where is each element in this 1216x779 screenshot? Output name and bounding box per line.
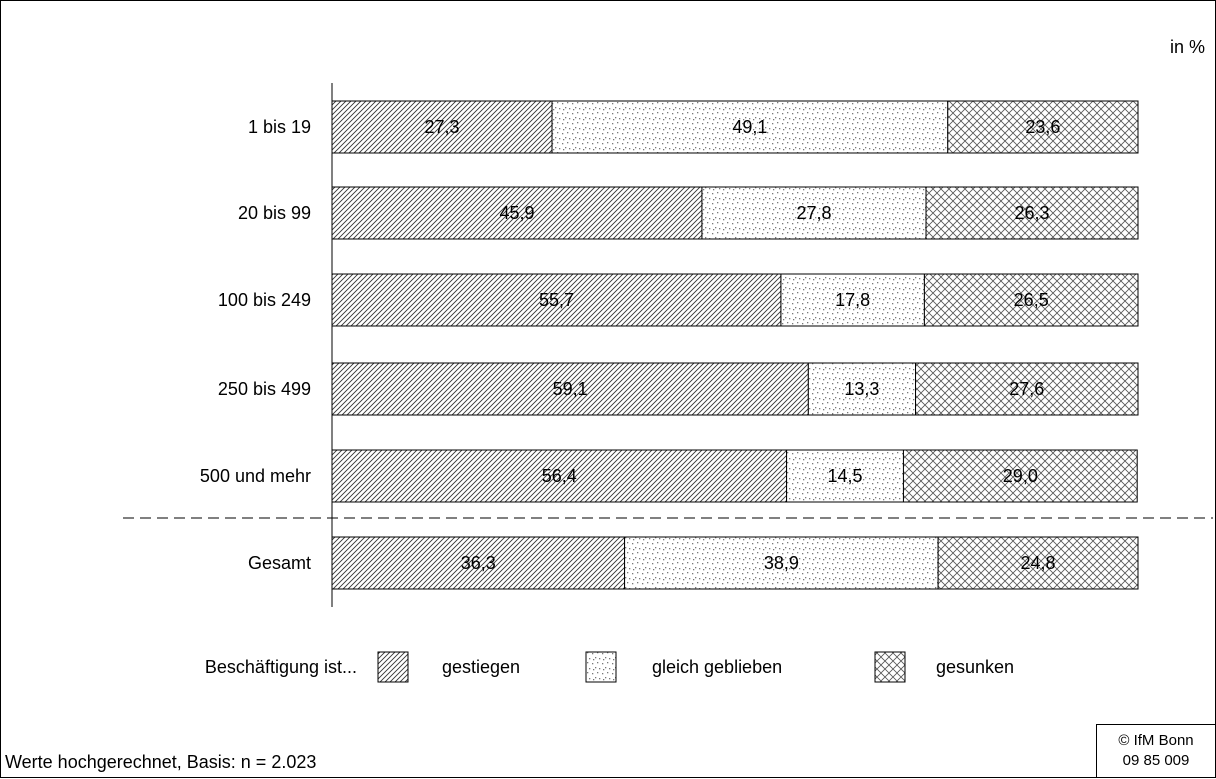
data-label: 29,0	[1003, 466, 1038, 486]
category-label: 20 bis 99	[238, 203, 311, 223]
legend-swatch-gesunken	[874, 651, 906, 683]
bar-segment-gesunken	[915, 362, 1139, 416]
category-label: 500 und mehr	[200, 466, 311, 486]
bar-segment-gesunken	[937, 536, 1139, 590]
data-label: 27,8	[796, 203, 831, 223]
copyright-line-2: 09 85 009	[1122, 752, 1190, 769]
bar-segment-gesunken	[925, 186, 1139, 240]
data-label: 55,7	[539, 290, 574, 310]
legend-swatch-gleich-geblieben	[585, 651, 617, 683]
data-label: 23,6	[1025, 117, 1060, 137]
legend-label-gestiegen: gestiegen	[442, 657, 520, 677]
category-label: 1 bis 19	[248, 117, 311, 137]
bar-segment-gleich-geblieben	[780, 273, 925, 327]
bar-segment-gesunken	[923, 273, 1139, 327]
legend-title: Beschäftigung ist...	[205, 657, 357, 677]
data-label: 27,6	[1009, 379, 1044, 399]
unit-label: in %	[1169, 37, 1205, 57]
footnote: Werte hochgerechnet, Basis: n = 2.023	[5, 752, 317, 772]
data-label: 24,8	[1021, 553, 1056, 573]
bar-segment-gleich-geblieben	[624, 536, 939, 590]
bar-segment-gleich-geblieben	[701, 186, 927, 240]
data-label: 36,3	[461, 553, 496, 573]
data-label: 26,5	[1014, 290, 1049, 310]
bar-segment-gestiegen	[331, 449, 788, 503]
category-label: 100 bis 249	[218, 290, 311, 310]
category-label: 250 bis 499	[218, 379, 311, 399]
data-label: 27,3	[424, 117, 459, 137]
bar-segment-gestiegen	[331, 186, 703, 240]
data-label: 49,1	[732, 117, 767, 137]
copyright-line-1: © IfM Bonn	[1118, 732, 1194, 749]
copyright-box: © IfM Bonn 09 85 009	[1096, 724, 1216, 778]
data-label: 56,4	[542, 466, 577, 486]
data-label: 17,8	[835, 290, 870, 310]
data-label: 14,5	[827, 466, 862, 486]
legend-swatch-gestiegen	[377, 651, 409, 683]
data-label: 26,3	[1014, 203, 1049, 223]
data-label: 45,9	[499, 203, 534, 223]
bar-segment-gestiegen	[331, 273, 782, 327]
bar-segment-gleich-geblieben	[551, 100, 949, 154]
data-label: 38,9	[764, 553, 799, 573]
bar-segment-gleich-geblieben	[786, 449, 904, 503]
data-label: 13,3	[844, 379, 879, 399]
bar-segment-gestiegen	[331, 100, 553, 154]
bar-segment-gesunken	[947, 100, 1139, 154]
data-label: 59,1	[553, 379, 588, 399]
legend-label-gleich-geblieben: gleich geblieben	[652, 657, 782, 677]
legend-label-gesunken: gesunken	[936, 657, 1014, 677]
bar-segment-gesunken	[902, 449, 1138, 503]
bar-segment-gestiegen	[331, 362, 809, 416]
category-label: Gesamt	[248, 553, 311, 573]
